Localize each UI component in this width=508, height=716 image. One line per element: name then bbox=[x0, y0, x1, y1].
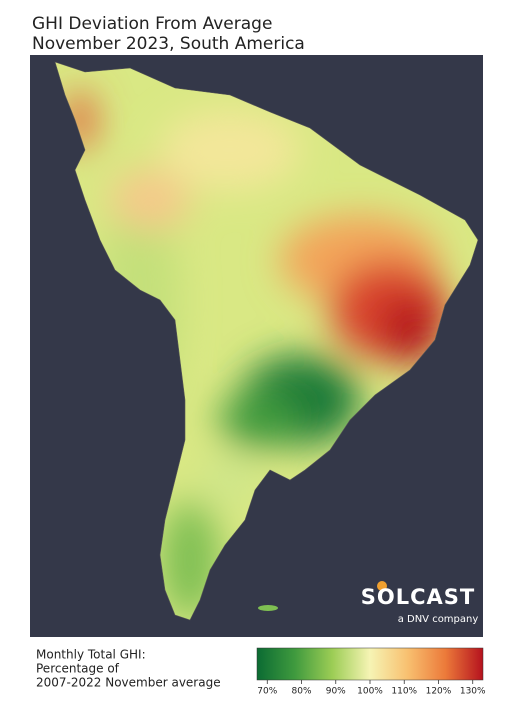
island bbox=[258, 605, 278, 611]
colorbar bbox=[256, 647, 484, 681]
title-line: November 2023, South America bbox=[32, 34, 305, 54]
coastline bbox=[54, 61, 479, 621]
colorbar-tick-label: 110% bbox=[391, 687, 417, 697]
legend-label: Percentage of bbox=[36, 662, 120, 676]
colorbar-tick-label: 90% bbox=[326, 687, 346, 697]
title-line: GHI Deviation From Average bbox=[32, 14, 272, 34]
logo-name: SOLCAST bbox=[361, 585, 475, 609]
logo-sun bbox=[377, 581, 387, 591]
colorbar-tick-label: 100% bbox=[357, 687, 383, 697]
colorbar-tick-label: 130% bbox=[460, 687, 486, 697]
legend-label: 2007-2022 November average bbox=[36, 676, 221, 690]
logo-tagline: a DNV company bbox=[398, 614, 479, 625]
colorbar-tick-label: 120% bbox=[426, 687, 452, 697]
legend-label: Monthly Total GHI: bbox=[36, 648, 146, 662]
colorbar-tick-label: 80% bbox=[292, 687, 312, 697]
colorbar-tick-label: 70% bbox=[257, 687, 277, 697]
